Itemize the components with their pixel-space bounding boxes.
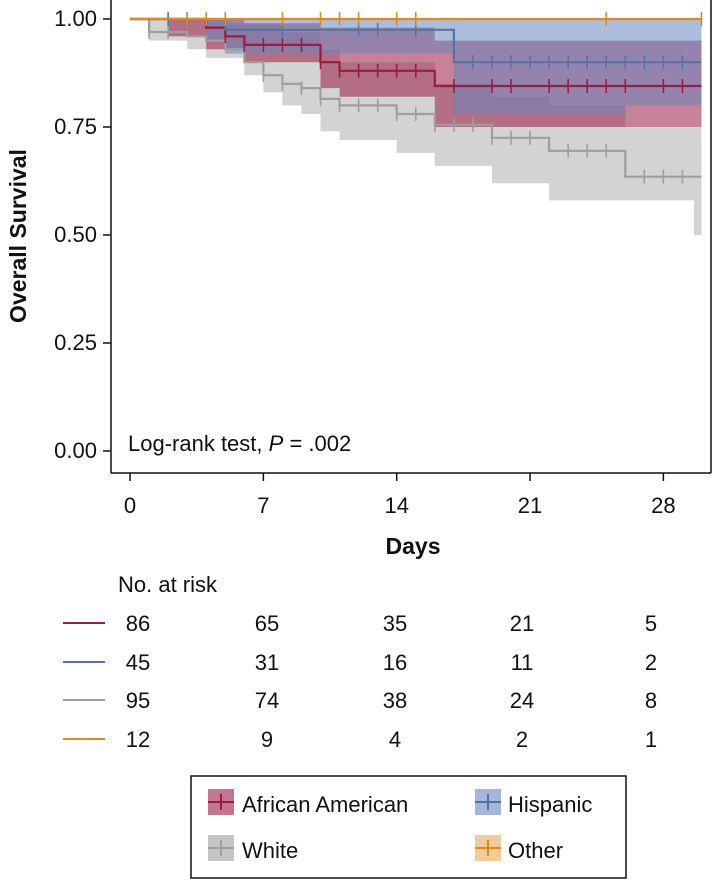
legend-label: African American (242, 792, 408, 817)
confidence-bands (130, 19, 702, 235)
y-tick-label: 0.75 (54, 114, 97, 139)
legend-label: White (242, 838, 298, 863)
y-tick-label: 0.50 (54, 222, 97, 247)
annotation-p: P (269, 431, 284, 456)
risk-value: 24 (510, 688, 534, 713)
risk-value: 5 (645, 611, 657, 636)
y-ticks: 0.00 0.25 0.50 0.75 1.00 (54, 6, 111, 463)
x-tick-label: 7 (257, 493, 269, 518)
ci-band-hispanic (130, 19, 702, 114)
ci-band-white (130, 19, 702, 235)
risk-value: 86 (126, 611, 150, 636)
axes (110, 0, 712, 474)
risk-value: 16 (383, 650, 407, 675)
x-tick-label: 0 (124, 493, 136, 518)
y-tick-label: 0.00 (54, 438, 97, 463)
x-tick-label: 21 (518, 493, 542, 518)
legend-label: Hispanic (508, 792, 592, 817)
annotation-suffix: = .002 (283, 431, 351, 456)
series-white (130, 17, 702, 184)
legend-entry-hispanic: Hispanic (475, 789, 592, 817)
risk-value: 74 (255, 688, 279, 713)
risk-value: 8 (645, 688, 657, 713)
risk-row-other: 12 9 4 2 1 (63, 727, 657, 752)
risk-value: 2 (516, 727, 528, 752)
risk-value: 31 (255, 650, 279, 675)
risk-value: 2 (645, 650, 657, 675)
risk-value: 4 (389, 727, 401, 752)
legend-entry-african-american: African American (208, 789, 408, 817)
risk-value: 45 (126, 650, 150, 675)
legend-box (190, 775, 627, 879)
risk-row-hispanic: 45 31 16 11 2 (63, 650, 657, 675)
risk-value: 12 (126, 727, 150, 752)
risk-value: 35 (383, 611, 407, 636)
annotation-prefix: Log-rank test, (128, 431, 269, 456)
risk-table: 86 65 35 21 545 31 16 11 295 74 38 24 812 9 4 2 1 (63, 611, 657, 752)
legend-entry-other: Other (475, 835, 563, 863)
legend-label: Other (508, 838, 563, 863)
y-tick-label: 1.00 (54, 6, 97, 31)
x-tick-label: 14 (384, 493, 408, 518)
x-axis-label: Days (386, 533, 441, 559)
risk-value: 38 (383, 688, 407, 713)
x-ticks: 0 7 14 21 28 (124, 473, 676, 518)
x-tick-label: 28 (651, 493, 675, 518)
legend-entry-white: White (208, 835, 298, 863)
y-axis-label: Overall Survival (5, 149, 31, 323)
risk-value: 21 (510, 611, 534, 636)
risk-row-white: 95 74 38 24 8 (63, 688, 657, 713)
series-other (130, 12, 703, 26)
risk-value: 9 (261, 727, 273, 752)
risk-value: 11 (511, 650, 534, 675)
risk-value: 1 (645, 727, 657, 752)
risk-row-african-american: 86 65 35 21 5 (63, 611, 657, 636)
risk-value: 95 (126, 688, 150, 713)
logrank-annotation: Log-rank test, P = .002 (128, 431, 351, 456)
survival-curves (130, 12, 703, 184)
legend: African American Hispanic White Other (208, 789, 592, 863)
risk-value: 65 (255, 611, 279, 636)
y-tick-label: 0.25 (54, 330, 97, 355)
risk-table-title: No. at risk (118, 572, 218, 597)
